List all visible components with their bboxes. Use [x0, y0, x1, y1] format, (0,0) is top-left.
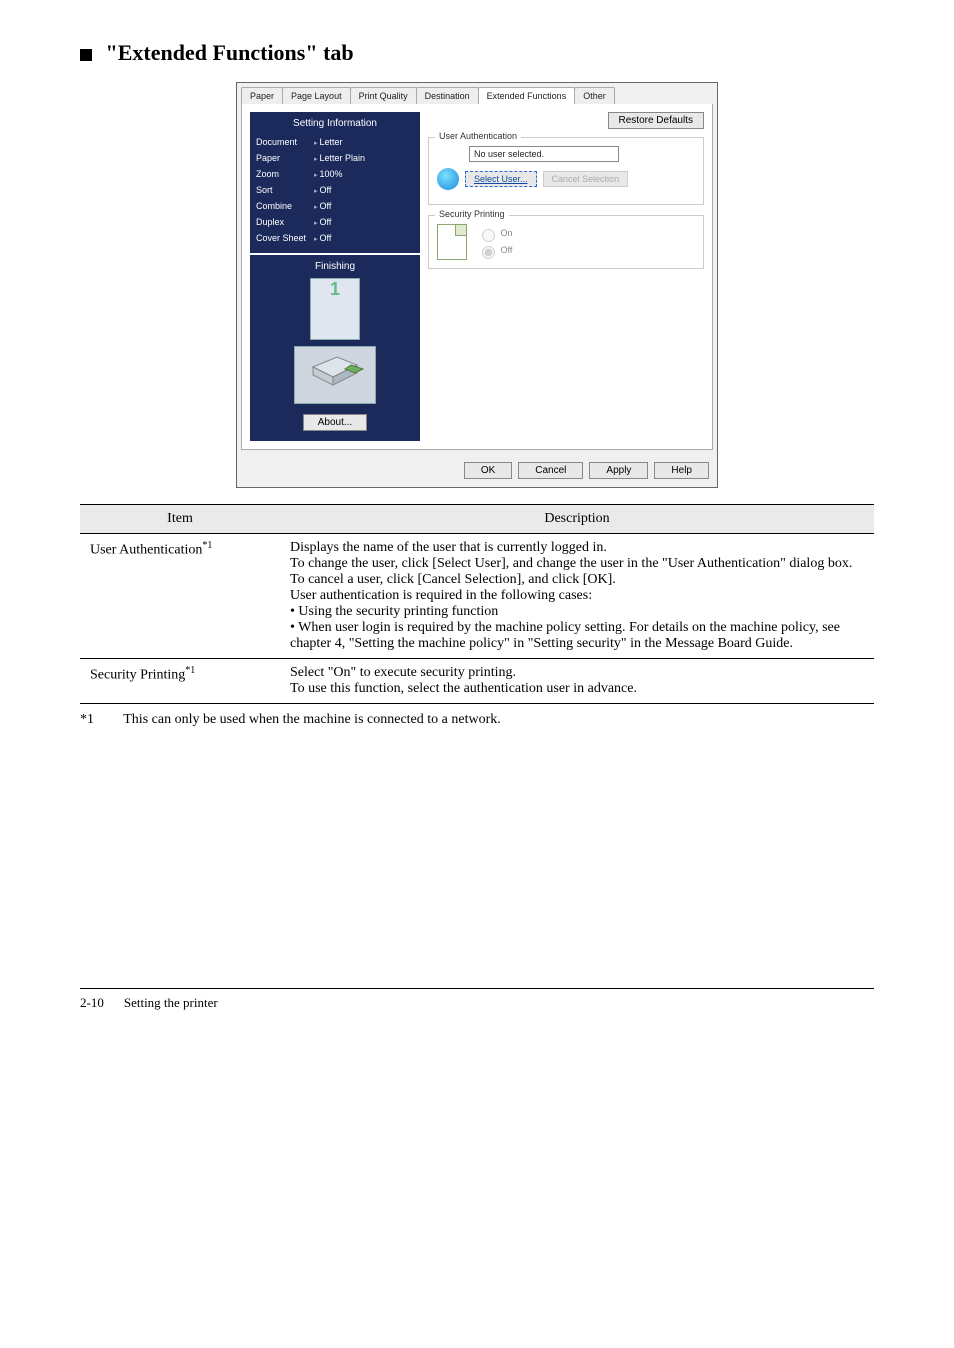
setting-row: PaperLetter Plain	[256, 151, 414, 167]
table-cell-item: Security Printing*1	[80, 659, 280, 704]
tab-page-layout[interactable]: Page Layout	[282, 87, 351, 104]
description-table: Item Description User Authentication*1Di…	[80, 504, 874, 704]
about-button[interactable]: About...	[303, 414, 367, 431]
cancel-selection-button[interactable]: Cancel Selection	[543, 171, 629, 187]
tab-print-quality[interactable]: Print Quality	[350, 87, 417, 104]
table-cell-item: User Authentication*1	[80, 534, 280, 659]
table-head-desc: Description	[280, 505, 874, 534]
footer-label: Setting the printer	[124, 995, 218, 1011]
table-row: Security Printing*1Select "On" to execut…	[80, 659, 874, 704]
tab-destination[interactable]: Destination	[416, 87, 479, 104]
security-off-radio[interactable]: Off	[477, 245, 512, 255]
ok-button[interactable]: OK	[464, 462, 512, 479]
user-auth-status: No user selected.	[469, 146, 619, 162]
dialog-body: Setting Information DocumentLetterPaperL…	[241, 104, 713, 450]
user-authentication-group: User Authentication No user selected. Se…	[428, 137, 704, 205]
setting-info-title: Setting Information	[256, 118, 414, 129]
setting-row: Zoom100%	[256, 167, 414, 183]
security-printing-group-label: Security Printing	[435, 209, 509, 219]
select-user-button[interactable]: Select User...	[465, 171, 537, 187]
help-button[interactable]: Help	[654, 462, 709, 479]
setting-row: DocumentLetter	[256, 135, 414, 151]
security-on-radio[interactable]: On	[477, 228, 513, 238]
user-icon	[437, 168, 459, 190]
dialog-button-row: OK Cancel Apply Help	[237, 454, 717, 487]
table-head-item: Item	[80, 505, 280, 534]
finishing-panel: Finishing 1 About...	[250, 255, 420, 441]
finishing-label: Finishing	[256, 261, 414, 272]
restore-defaults-button[interactable]: Restore Defaults	[608, 112, 704, 129]
tab-extended-functions[interactable]: Extended Functions	[478, 87, 576, 104]
footnote-text: This can only be used when the machine i…	[123, 712, 501, 727]
footnote-mark: *1	[80, 712, 120, 728]
finishing-thumbnail-page: 1	[310, 278, 360, 340]
setting-row: SortOff	[256, 183, 414, 199]
setting-row: DuplexOff	[256, 215, 414, 231]
heading-bullet	[80, 49, 92, 61]
finishing-thumbnail-printer	[294, 346, 376, 404]
dialog-tabstrip: PaperPage LayoutPrint QualityDestination…	[237, 83, 717, 104]
footer-page: 2-10	[80, 995, 104, 1011]
page-footer: 2-10 Setting the printer	[80, 988, 874, 1011]
apply-button[interactable]: Apply	[589, 462, 648, 479]
user-auth-group-label: User Authentication	[435, 131, 521, 141]
security-printing-group: Security Printing On Off	[428, 215, 704, 269]
setting-row: CombineOff	[256, 199, 414, 215]
cancel-button[interactable]: Cancel	[518, 462, 583, 479]
print-dialog: PaperPage LayoutPrint QualityDestination…	[236, 82, 718, 488]
document-icon	[437, 224, 467, 260]
tab-other[interactable]: Other	[574, 87, 615, 104]
footnote: *1 This can only be used when the machin…	[80, 712, 874, 728]
dialog-screenshot: PaperPage LayoutPrint QualityDestination…	[80, 82, 874, 488]
left-panel: Setting Information DocumentLetterPaperL…	[250, 112, 420, 441]
table-row: User Authentication*1Displays the name o…	[80, 534, 874, 659]
section-heading: "Extended Functions" tab	[80, 40, 874, 66]
tab-paper[interactable]: Paper	[241, 87, 283, 104]
table-cell-desc: Displays the name of the user that is cu…	[280, 534, 874, 659]
setting-info-panel: Setting Information DocumentLetterPaperL…	[250, 112, 420, 253]
heading-text: "Extended Functions" tab	[106, 40, 354, 65]
right-panel: Restore Defaults User Authentication No …	[428, 112, 704, 441]
setting-row: Cover SheetOff	[256, 231, 414, 247]
table-cell-desc: Select "On" to execute security printing…	[280, 659, 874, 704]
